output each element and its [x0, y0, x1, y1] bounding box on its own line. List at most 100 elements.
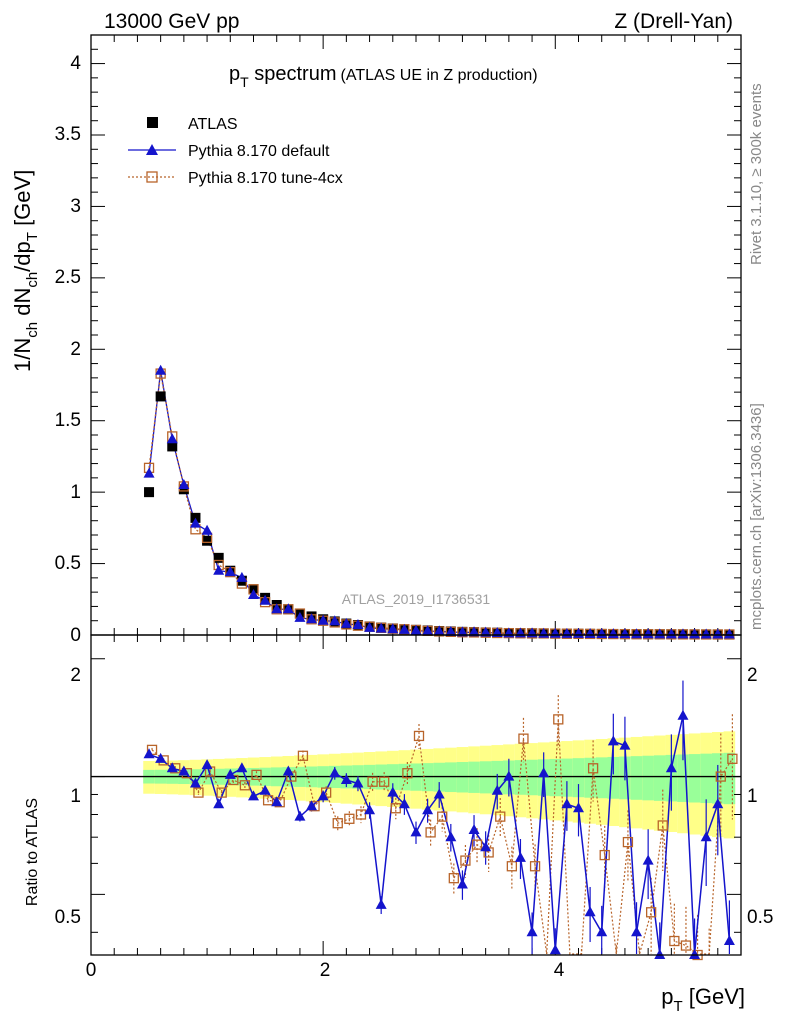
default-ratio-point [213, 798, 225, 809]
default-ratio-point [584, 906, 596, 917]
legend: ATLAS Pythia 8.170 default Pythia 8.170 … [128, 116, 343, 187]
y-tick-4: 4 [70, 53, 81, 74]
default-point [677, 628, 689, 639]
y-axis-label: 1/Nch dNch/dpT [GeV] [10, 170, 41, 372]
process-label: Z (Drell-Yan) [614, 10, 733, 33]
tune-ratio-point [332, 818, 343, 829]
default-ratio-point [398, 798, 410, 809]
default-point [306, 613, 318, 624]
band-inner [677, 754, 689, 802]
default-point [422, 625, 434, 636]
x-axis-label: pT [GeV] [661, 984, 745, 1015]
default-point [387, 623, 399, 634]
tune-ratio-point [193, 787, 204, 798]
default-ratio-point [224, 768, 236, 779]
default-ratio-point [456, 878, 468, 889]
default-ratio-point [306, 800, 318, 811]
tune-ratio-point [657, 820, 668, 831]
atlas-point [155, 391, 166, 402]
default-ratio-point [654, 949, 666, 959]
default-point [456, 626, 468, 637]
tune-ratio-point [251, 769, 262, 781]
ratio-tick-right-2: 2 [747, 665, 758, 686]
tune-ratio-point [553, 714, 564, 725]
uncertainty-bands [91, 731, 741, 839]
tune-ratio-point [715, 771, 726, 782]
default-ratio-point [294, 810, 306, 821]
atlas-point [167, 441, 178, 452]
tune-ratio-point [680, 940, 692, 951]
y-tick-0: 0 [70, 625, 81, 646]
default-ratio-point [143, 748, 155, 759]
band-inner [561, 758, 573, 797]
default-ratio-point [665, 762, 677, 773]
default-point [282, 603, 294, 614]
data-marks [143, 364, 738, 961]
y-tick-3.5: 3.5 [55, 124, 81, 145]
tune-ratio-point [587, 763, 599, 774]
analysis-label: ATLAS_2019_I1736531 [342, 591, 491, 607]
legend-default-marker [146, 144, 158, 155]
default-point [259, 594, 271, 605]
default-ratio-point [445, 831, 457, 842]
default-ratio-point [166, 762, 178, 773]
tune-ratio-point [262, 795, 274, 806]
y-tick-labels: 0 0.5 1 1.5 2 2.5 3 3.5 4 [55, 53, 82, 646]
legend-tune-marker [146, 171, 158, 183]
default-point [143, 467, 155, 478]
default-point [468, 626, 480, 637]
x-tick-2: 2 [320, 960, 331, 981]
default-ratio-point [364, 804, 376, 815]
default-ratio-point [619, 739, 631, 750]
default-ratio-point [677, 709, 689, 720]
default-ratio-point [503, 770, 515, 781]
default-point [433, 625, 445, 636]
tune-ratio-point [506, 861, 518, 872]
default-ratio-point [573, 802, 584, 813]
default-ratio-point [155, 752, 167, 763]
title-rest: spectrum [249, 63, 337, 85]
default-ratio-point [387, 786, 399, 797]
y-tick-3: 3 [70, 196, 81, 217]
y-tick-2: 2 [70, 339, 81, 360]
default-ratio-point [468, 824, 480, 835]
tune-ratio-point [425, 827, 436, 838]
default-point [665, 628, 677, 639]
band-inner [479, 761, 492, 794]
ratio-tick-right-1: 1 [747, 786, 758, 807]
default-ratio-point [329, 767, 341, 778]
ratio-plot-frame [90, 634, 742, 956]
ratio-tick-left-1: 1 [70, 786, 81, 807]
default-ratio-point [248, 790, 259, 801]
tune-ratio-point [367, 776, 378, 787]
default-ratio-point [491, 784, 503, 795]
default-point [294, 611, 306, 622]
default-ratio-point [642, 854, 654, 865]
default-ratio-point [422, 804, 434, 815]
default-ratio-point [282, 765, 294, 776]
ratio-tick-labels: 0.5 1 2 0.5 1 2 [55, 665, 774, 928]
tune-ratio-point [460, 855, 471, 866]
default-ratio-point [596, 926, 608, 937]
tune-ratio-point [529, 861, 541, 872]
band-inner [630, 756, 643, 800]
default-point [689, 628, 701, 639]
default-ratio-point [689, 949, 701, 959]
default-ratio-point [259, 784, 271, 795]
default-ratio-point [700, 831, 712, 842]
default-point [224, 566, 236, 577]
default-ratio-point [712, 798, 724, 809]
tune-ratio-point [471, 839, 483, 850]
tune-ratio-point [518, 733, 529, 744]
tune-ratio-point [413, 730, 425, 742]
tune-ratio-point [390, 803, 401, 814]
ratio-y-label: Ratio to ATLAS [24, 798, 41, 906]
band-inner [456, 762, 469, 793]
band-inner [642, 755, 654, 801]
default-ratio-point [410, 826, 422, 837]
tune-ratio-point [727, 753, 738, 764]
tune-ratio-point [645, 907, 657, 918]
default-point [189, 517, 201, 528]
band-inner [468, 761, 480, 793]
